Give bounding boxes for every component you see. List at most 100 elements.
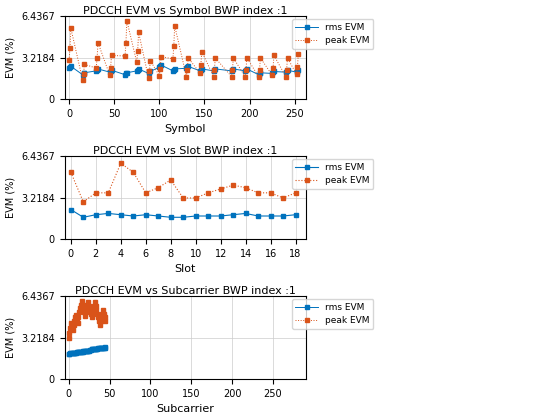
rms EVM (76, 349, 83, 354)
rms EVM (87, 347, 94, 352)
rms EVM (75, 349, 82, 354)
rms EVM (67, 207, 74, 212)
rms EVM (79, 349, 86, 354)
rms EVM (67, 351, 74, 356)
Title: PDCCH EVM vs Symbol BWP index :1: PDCCH EVM vs Symbol BWP index :1 (83, 5, 287, 16)
peak EVM (89, 311, 96, 316)
peak EVM (92, 303, 99, 308)
rms EVM (97, 345, 104, 350)
peak EVM (69, 328, 76, 333)
rms EVM (74, 349, 81, 354)
rms EVM (101, 345, 108, 350)
rms EVM (84, 348, 91, 353)
Line: peak EVM: peak EVM (67, 299, 107, 340)
rms EVM (73, 350, 80, 355)
peak EVM (96, 323, 103, 328)
rms EVM (100, 345, 107, 350)
rms EVM (83, 348, 90, 353)
peak EVM (92, 190, 99, 195)
rms EVM (180, 215, 186, 220)
rms EVM (91, 346, 97, 352)
peak EVM (78, 298, 85, 303)
peak EVM (70, 323, 77, 328)
peak EVM (155, 185, 162, 190)
peak EVM (78, 302, 85, 307)
peak EVM (95, 315, 101, 320)
rms EVM (73, 350, 80, 355)
rms EVM (205, 213, 212, 218)
peak EVM (87, 307, 94, 312)
peak EVM (267, 190, 274, 195)
rms EVM (88, 347, 95, 352)
Legend: rms EVM, peak EVM: rms EVM, peak EVM (292, 19, 374, 49)
peak EVM (100, 311, 107, 316)
rms EVM (255, 213, 262, 218)
rms EVM (78, 349, 85, 354)
peak EVM (242, 185, 249, 190)
peak EVM (100, 307, 106, 312)
peak EVM (87, 311, 94, 316)
Line: rms EVM: rms EVM (67, 63, 300, 76)
peak EVM (217, 186, 224, 192)
peak EVM (73, 312, 80, 318)
rms EVM (217, 213, 224, 218)
rms EVM (167, 215, 174, 220)
Y-axis label: EVM (%): EVM (%) (6, 177, 16, 218)
peak EVM (71, 319, 78, 324)
rms EVM (102, 344, 109, 349)
rms EVM (92, 212, 99, 217)
peak EVM (93, 307, 100, 312)
rms EVM (66, 351, 73, 356)
peak EVM (97, 319, 104, 324)
rms EVM (68, 351, 75, 356)
rms EVM (78, 349, 85, 354)
rms EVM (87, 348, 94, 353)
peak EVM (85, 299, 92, 304)
Line: rms EVM: rms EVM (67, 345, 107, 356)
peak EVM (180, 195, 186, 200)
peak EVM (66, 330, 73, 335)
peak EVM (68, 323, 75, 328)
peak EVM (80, 200, 87, 205)
peak EVM (83, 306, 90, 311)
peak EVM (91, 299, 98, 304)
rms EVM (210, 68, 217, 74)
peak EVM (67, 170, 74, 175)
peak EVM (81, 310, 87, 315)
rms EVM (80, 215, 87, 220)
rms EVM (99, 345, 105, 350)
rms EVM (98, 345, 105, 350)
rms EVM (72, 351, 78, 356)
peak EVM (167, 177, 174, 182)
rms EVM (85, 348, 92, 353)
rms EVM (105, 211, 111, 216)
rms EVM (192, 213, 199, 218)
rms EVM (69, 351, 76, 356)
rms EVM (242, 211, 249, 216)
peak EVM (101, 315, 108, 320)
X-axis label: Slot: Slot (174, 265, 196, 274)
rms EVM (230, 66, 237, 71)
peak EVM (98, 315, 105, 320)
rms EVM (280, 213, 287, 218)
peak EVM (68, 320, 74, 325)
rms EVM (82, 348, 88, 353)
peak EVM (72, 315, 78, 320)
peak EVM (94, 311, 101, 316)
rms EVM (92, 347, 99, 352)
Title: PDCCH EVM vs Slot BWP index :1: PDCCH EVM vs Slot BWP index :1 (93, 146, 277, 155)
rms EVM (130, 213, 137, 218)
peak EVM (205, 190, 212, 195)
rms EVM (82, 348, 89, 353)
rms EVM (155, 213, 162, 218)
rms EVM (211, 67, 218, 72)
peak EVM (91, 303, 97, 308)
peak EVM (230, 55, 237, 60)
rms EVM (158, 63, 165, 68)
peak EVM (157, 66, 164, 71)
rms EVM (292, 212, 299, 217)
peak EVM (79, 302, 86, 307)
Line: rms EVM: rms EVM (69, 207, 298, 219)
peak EVM (86, 303, 92, 308)
peak EVM (102, 319, 109, 324)
